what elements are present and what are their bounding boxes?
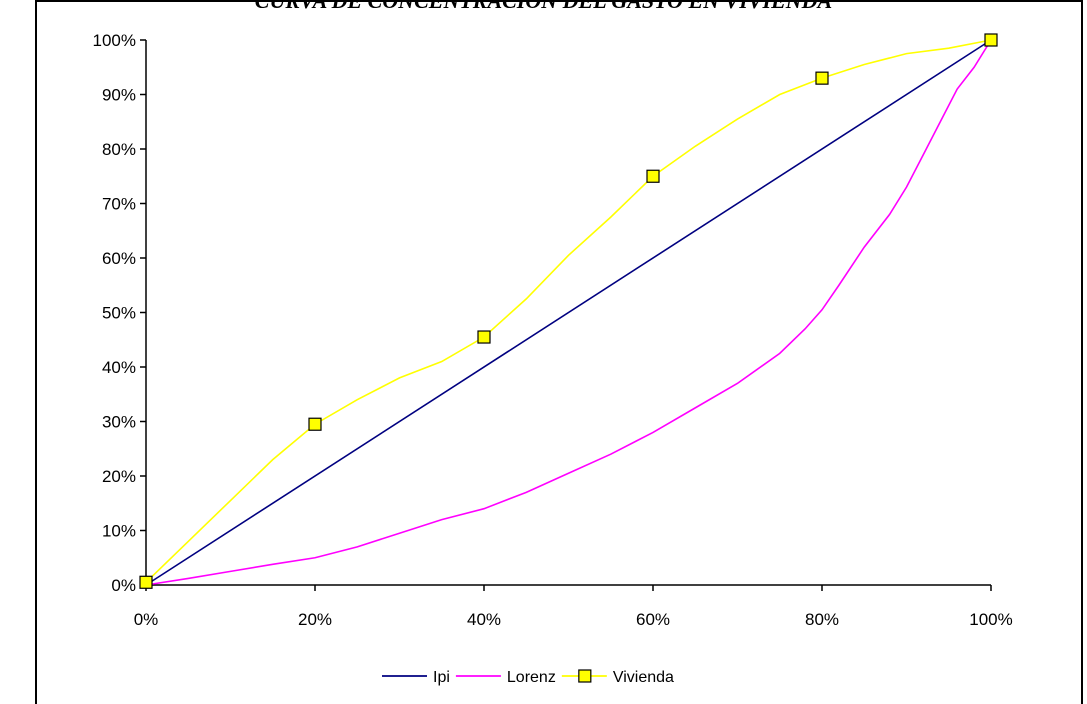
y-tick-label: 40% (102, 358, 136, 377)
point-vivienda (815, 71, 829, 85)
y-tick-label: 0% (111, 576, 136, 595)
series-line-lorenz (145, 39, 992, 586)
legend-marker-vivienda (578, 669, 592, 683)
legend-label-vivienda: Vivienda (613, 669, 674, 686)
x-tick-label: 60% (636, 610, 670, 629)
y-tick-label: 50% (102, 304, 136, 323)
y-tick-label: 90% (102, 86, 136, 105)
y-tick-label: 100% (93, 31, 136, 50)
y-tick-label: 60% (102, 249, 136, 268)
series-line-ipi (145, 39, 992, 586)
point-vivienda (477, 330, 491, 344)
point-vivienda (139, 575, 153, 589)
chart-frame (35, 0, 1083, 704)
x-tick-label: 80% (805, 610, 839, 629)
point-vivienda (646, 169, 660, 183)
x-tick-label: 20% (298, 610, 332, 629)
y-tick-label: 10% (102, 522, 136, 541)
y-tick-label: 70% (102, 195, 136, 214)
x-tick-label: 40% (467, 610, 501, 629)
legend-label-lorenz: Lorenz (507, 669, 556, 686)
chart-title: CURVA DE CONCENTRACIÓN DEL GASTO EN VIVI… (254, 0, 833, 13)
point-vivienda (984, 33, 998, 47)
x-tick-label: 0% (134, 610, 159, 629)
series-line-vivienda (145, 39, 992, 583)
legend-label-ipi: Ipi (433, 669, 450, 686)
x-tick-label: 100% (969, 610, 1012, 629)
point-vivienda (308, 417, 322, 431)
y-tick-label: 20% (102, 467, 136, 486)
y-tick-label: 80% (102, 140, 136, 159)
y-tick-label: 30% (102, 413, 136, 432)
